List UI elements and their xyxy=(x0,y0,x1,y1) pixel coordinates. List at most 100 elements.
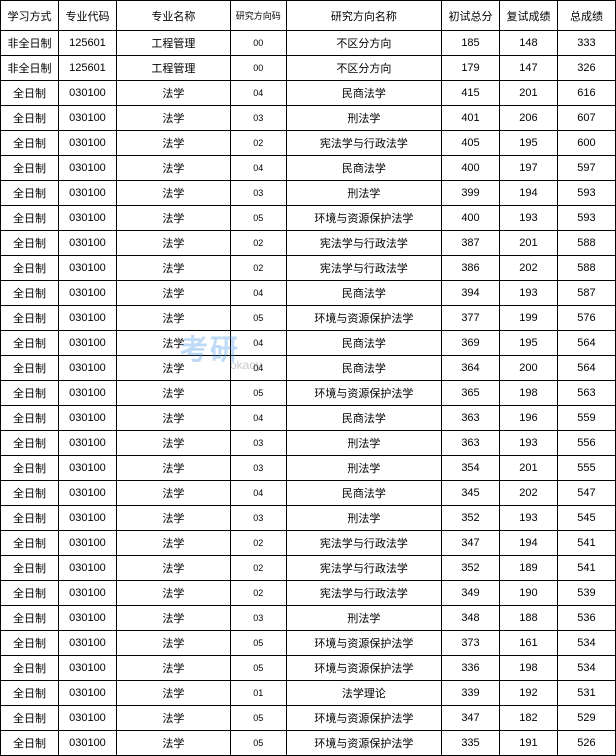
header-study_mode: 学习方式 xyxy=(1,1,59,31)
cell-direction_name: 宪法学与行政法学 xyxy=(286,231,441,256)
cell-study_mode: 全日制 xyxy=(1,281,59,306)
cell-major_name: 法学 xyxy=(116,606,230,631)
cell-direction_name: 刑法学 xyxy=(286,506,441,531)
cell-total_score: 593 xyxy=(557,206,615,231)
cell-direction_name: 民商法学 xyxy=(286,356,441,381)
cell-direction_name: 刑法学 xyxy=(286,456,441,481)
cell-prelim_score: 339 xyxy=(442,681,500,706)
cell-major_name: 法学 xyxy=(116,356,230,381)
cell-major_name: 法学 xyxy=(116,456,230,481)
cell-direction_code: 02 xyxy=(230,556,286,581)
cell-retest_score: 202 xyxy=(499,256,557,281)
cell-direction_code: 05 xyxy=(230,381,286,406)
cell-direction_name: 环境与资源保护法学 xyxy=(286,381,441,406)
cell-total_score: 555 xyxy=(557,456,615,481)
cell-direction_code: 00 xyxy=(230,31,286,56)
cell-major_code: 030100 xyxy=(58,156,116,181)
table-row: 全日制030100法学02宪法学与行政法学349190539 xyxy=(1,581,616,606)
cell-major_name: 法学 xyxy=(116,406,230,431)
cell-major_name: 法学 xyxy=(116,81,230,106)
cell-major_name: 法学 xyxy=(116,581,230,606)
cell-direction_name: 民商法学 xyxy=(286,406,441,431)
cell-prelim_score: 347 xyxy=(442,531,500,556)
cell-direction_code: 02 xyxy=(230,581,286,606)
cell-prelim_score: 415 xyxy=(442,81,500,106)
cell-total_score: 526 xyxy=(557,731,615,756)
table-row: 全日制030100法学02宪法学与行政法学386202588 xyxy=(1,256,616,281)
header-major_code: 专业代码 xyxy=(58,1,116,31)
cell-direction_name: 法学理论 xyxy=(286,681,441,706)
cell-total_score: 529 xyxy=(557,706,615,731)
table-row: 全日制030100法学02宪法学与行政法学347194541 xyxy=(1,531,616,556)
cell-direction_code: 04 xyxy=(230,281,286,306)
cell-total_score: 547 xyxy=(557,481,615,506)
cell-major_name: 法学 xyxy=(116,156,230,181)
cell-major_name: 法学 xyxy=(116,306,230,331)
table-row: 非全日制125601工程管理00不区分方向185148333 xyxy=(1,31,616,56)
cell-major_code: 030100 xyxy=(58,506,116,531)
cell-direction_name: 刑法学 xyxy=(286,181,441,206)
cell-major_code: 030100 xyxy=(58,231,116,256)
cell-retest_score: 201 xyxy=(499,231,557,256)
cell-direction_name: 民商法学 xyxy=(286,481,441,506)
header-total_score: 总成绩 xyxy=(557,1,615,31)
cell-direction_name: 宪法学与行政法学 xyxy=(286,256,441,281)
cell-major_name: 法学 xyxy=(116,506,230,531)
table-row: 全日制030100法学03刑法学348188536 xyxy=(1,606,616,631)
cell-total_score: 541 xyxy=(557,556,615,581)
cell-prelim_score: 335 xyxy=(442,731,500,756)
cell-direction_name: 环境与资源保护法学 xyxy=(286,706,441,731)
cell-retest_score: 194 xyxy=(499,531,557,556)
cell-retest_score: 192 xyxy=(499,681,557,706)
cell-retest_score: 201 xyxy=(499,81,557,106)
cell-major_code: 030100 xyxy=(58,256,116,281)
cell-direction_code: 03 xyxy=(230,431,286,456)
cell-major_name: 法学 xyxy=(116,531,230,556)
cell-prelim_score: 400 xyxy=(442,156,500,181)
header-major_name: 专业名称 xyxy=(116,1,230,31)
table-row: 全日制030100法学04民商法学369195564 xyxy=(1,331,616,356)
cell-total_score: 563 xyxy=(557,381,615,406)
header-direction_code: 研究方向码 xyxy=(230,1,286,31)
cell-direction_code: 05 xyxy=(230,631,286,656)
cell-direction_code: 00 xyxy=(230,56,286,81)
cell-prelim_score: 364 xyxy=(442,356,500,381)
cell-major_code: 030100 xyxy=(58,581,116,606)
cell-major_name: 工程管理 xyxy=(116,56,230,81)
header-row: 学习方式专业代码专业名称研究方向码研究方向名称初试总分复试成绩总成绩 xyxy=(1,1,616,31)
cell-retest_score: 198 xyxy=(499,381,557,406)
cell-major_name: 法学 xyxy=(116,331,230,356)
cell-total_score: 534 xyxy=(557,656,615,681)
table-row: 全日制030100法学05环境与资源保护法学365198563 xyxy=(1,381,616,406)
cell-direction_name: 不区分方向 xyxy=(286,56,441,81)
cell-direction_name: 环境与资源保护法学 xyxy=(286,306,441,331)
cell-retest_score: 182 xyxy=(499,706,557,731)
table-row: 全日制030100法学05环境与资源保护法学336198534 xyxy=(1,656,616,681)
table-row: 全日制030100法学04民商法学345202547 xyxy=(1,481,616,506)
cell-direction_code: 05 xyxy=(230,731,286,756)
cell-major_name: 法学 xyxy=(116,681,230,706)
cell-major_code: 030100 xyxy=(58,131,116,156)
cell-major_code: 030100 xyxy=(58,681,116,706)
cell-prelim_score: 185 xyxy=(442,31,500,56)
cell-direction_name: 环境与资源保护法学 xyxy=(286,731,441,756)
cell-direction_code: 05 xyxy=(230,306,286,331)
cell-total_score: 556 xyxy=(557,431,615,456)
cell-major_code: 030100 xyxy=(58,81,116,106)
cell-study_mode: 全日制 xyxy=(1,106,59,131)
cell-total_score: 531 xyxy=(557,681,615,706)
cell-prelim_score: 369 xyxy=(442,331,500,356)
cell-study_mode: 全日制 xyxy=(1,331,59,356)
cell-prelim_score: 386 xyxy=(442,256,500,281)
cell-direction_code: 02 xyxy=(230,131,286,156)
header-prelim_score: 初试总分 xyxy=(442,1,500,31)
cell-direction_code: 03 xyxy=(230,106,286,131)
cell-total_score: 326 xyxy=(557,56,615,81)
table-row: 全日制030100法学04民商法学364200564 xyxy=(1,356,616,381)
cell-direction_code: 02 xyxy=(230,231,286,256)
cell-direction_name: 刑法学 xyxy=(286,106,441,131)
cell-direction_code: 02 xyxy=(230,256,286,281)
cell-study_mode: 全日制 xyxy=(1,706,59,731)
cell-retest_score: 200 xyxy=(499,356,557,381)
cell-retest_score: 193 xyxy=(499,281,557,306)
